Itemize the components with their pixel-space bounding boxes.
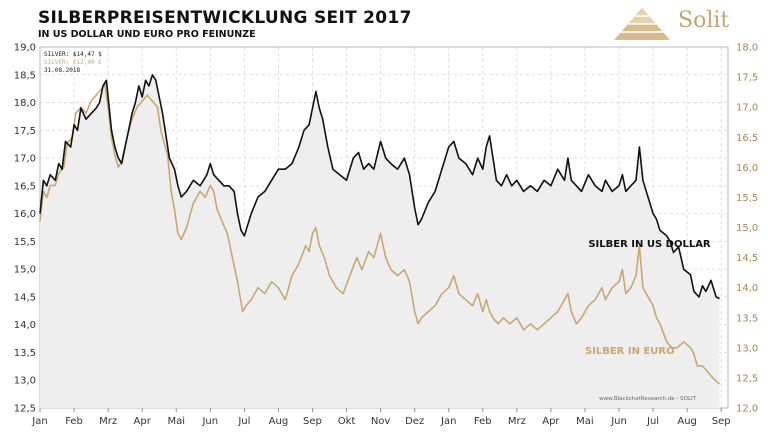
x-tick-label: Jul bbox=[237, 416, 250, 427]
y-right-tick-label: 16,5 bbox=[736, 133, 758, 144]
y-left-tick-label: 15,0 bbox=[14, 265, 36, 276]
y-left-tick-label: 17,0 bbox=[14, 154, 36, 165]
series-label-usd: SILBER IN US DOLLAR bbox=[588, 239, 711, 250]
y-left-tick-label: 13,5 bbox=[14, 348, 36, 359]
y-right-tick-label: 15,5 bbox=[736, 193, 758, 204]
y-right-tick-label: 17,5 bbox=[736, 73, 758, 84]
y-right-tick-label: 12,0 bbox=[736, 404, 758, 415]
x-tick-label: Feb bbox=[65, 416, 83, 427]
x-tick-label: Jun bbox=[610, 416, 627, 427]
y-left-tick-label: 13,0 bbox=[14, 376, 36, 387]
pyramid-logo-icon bbox=[614, 8, 670, 40]
y-left-tick-label: 18,0 bbox=[14, 98, 36, 109]
x-tick-label: Nov bbox=[371, 416, 391, 427]
brand-logo: Solit bbox=[610, 6, 760, 42]
y-left-tick-label: 14,5 bbox=[14, 292, 36, 303]
x-tick-label: Sep bbox=[712, 416, 731, 427]
chart-subtitle: IN US DOLLAR UND EURO PRO FEINUNZE bbox=[38, 29, 256, 40]
y-right-tick-label: 13,0 bbox=[736, 343, 758, 354]
y-right-tick-label: 18,0 bbox=[736, 43, 758, 54]
brand-name: Solit bbox=[678, 8, 730, 33]
x-tick-label: Okt bbox=[338, 416, 356, 427]
series-line-eur bbox=[39, 82, 721, 385]
x-tick-label: Jun bbox=[201, 416, 218, 427]
x-tick-label: Aug bbox=[269, 416, 289, 427]
y-right-tick-label: 15,0 bbox=[736, 223, 758, 234]
y-right-tick-label: 17,0 bbox=[736, 103, 758, 114]
x-tick-label: Apr bbox=[542, 416, 560, 427]
x-tick-label: Jul bbox=[646, 416, 659, 427]
y-left-tick-label: 16,0 bbox=[14, 209, 36, 220]
x-tick-label: Jan bbox=[440, 416, 456, 427]
x-tick-label: Jan bbox=[31, 416, 47, 427]
y-right-tick-label: 12,5 bbox=[736, 373, 758, 384]
y-left-tick-label: 19,0 bbox=[14, 43, 36, 54]
chart-title: SILBERPREISENTWICKLUNG SEIT 2017 bbox=[38, 8, 412, 28]
y-left-tick-label: 18,5 bbox=[14, 70, 36, 81]
y-left-tick-label: 17,5 bbox=[14, 126, 36, 137]
x-tick-label: Mai bbox=[576, 416, 594, 427]
x-tick-label: Mai bbox=[167, 416, 185, 427]
y-right-tick-label: 14,0 bbox=[736, 283, 758, 294]
y-right-tick-label: 13,5 bbox=[736, 313, 758, 324]
y-left-tick-label: 15,5 bbox=[14, 237, 36, 248]
y-left-tick-label: 16,5 bbox=[14, 181, 36, 192]
y-left-tick-label: 12,5 bbox=[14, 404, 36, 415]
x-tick-label: Apr bbox=[134, 416, 152, 427]
legend-date: 31.08.2018 bbox=[44, 67, 81, 74]
x-tick-label: Dez bbox=[405, 416, 424, 427]
y-right-tick-label: 14,5 bbox=[736, 253, 758, 264]
source-credit: www.BlackchatResearch.de - SOLIT bbox=[599, 396, 696, 402]
legend-usd: SILVER: $14,47 $ bbox=[44, 51, 102, 58]
x-tick-label: Sep bbox=[303, 416, 322, 427]
y-right-tick-label: 16,0 bbox=[736, 163, 758, 174]
series-label-eur: SILBER IN EURO bbox=[585, 346, 675, 357]
series-line-usd bbox=[39, 74, 720, 300]
x-tick-label: Mrz bbox=[99, 416, 117, 427]
x-tick-label: Mrz bbox=[508, 416, 526, 427]
x-tick-label: Aug bbox=[677, 416, 697, 427]
legend-eur: SILVER: €12,40 € bbox=[44, 59, 102, 66]
x-tick-label: Feb bbox=[474, 416, 492, 427]
y-left-tick-label: 14,0 bbox=[14, 320, 36, 331]
usd-area-fill bbox=[40, 74, 720, 409]
